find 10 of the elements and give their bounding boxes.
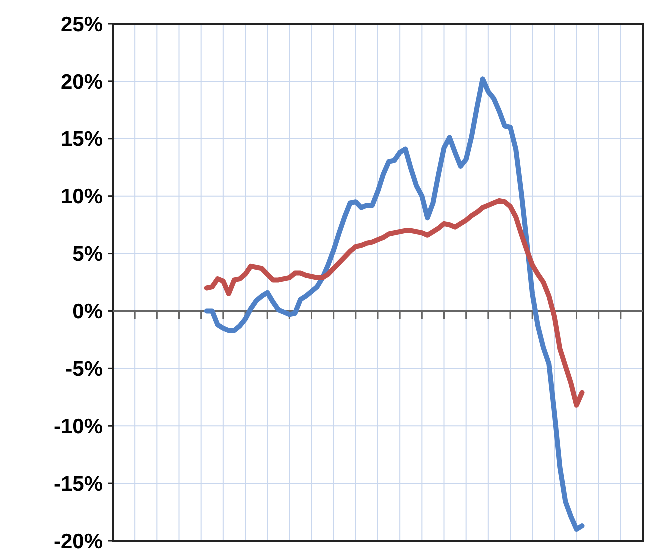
y-tick-label: 25%	[60, 13, 104, 36]
y-tick-label: 15%	[60, 128, 104, 152]
y-tick-label: -15%	[54, 472, 104, 496]
y-tick-label: -5%	[66, 358, 104, 382]
y-tick-label: 10%	[60, 186, 104, 209]
y-tick-label: -20%	[54, 530, 104, 554]
y-tick-label: -10%	[54, 415, 104, 438]
y-tick-label: 5%	[72, 243, 104, 266]
y-tick-label: 20%	[60, 70, 104, 94]
y-tick-label: 0%	[72, 300, 104, 324]
